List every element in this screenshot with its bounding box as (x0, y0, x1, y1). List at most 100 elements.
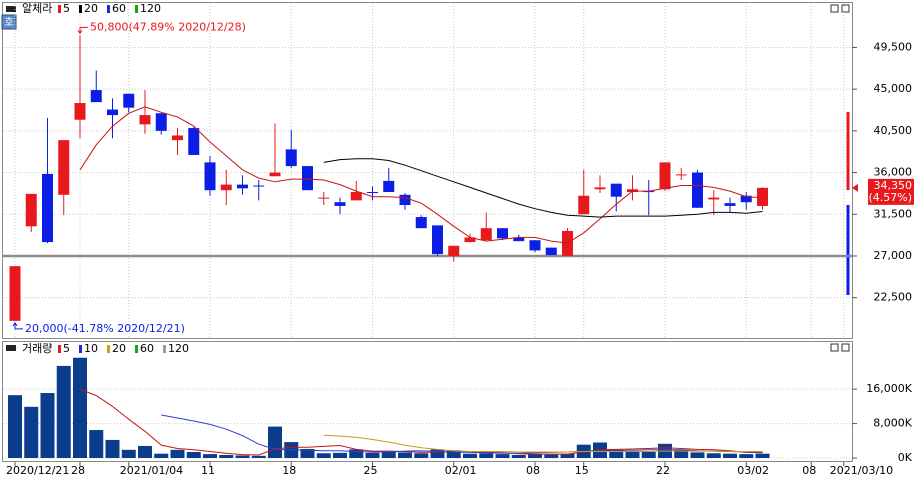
icon-label: 호 (4, 17, 13, 29)
volume-bar (706, 453, 721, 458)
volume-bar (398, 452, 412, 458)
icon-button[interactable] (1, 14, 17, 30)
legend-label: 20 (112, 342, 126, 355)
candle-body (399, 194, 411, 206)
x-tick-label: 25 (364, 464, 378, 477)
candle-body (302, 166, 313, 191)
volume-bar (40, 393, 55, 458)
moving-average (79, 106, 763, 244)
legend-swatch (79, 5, 82, 13)
candle-body (285, 149, 297, 167)
legend-title: 알체라 (22, 1, 52, 15)
candle-body (692, 172, 703, 208)
volume-bar (365, 452, 380, 458)
candle-body (9, 266, 21, 321)
candle-body (675, 174, 687, 176)
y-tick-label: 8,000K (873, 417, 912, 430)
volume-moving-average (79, 388, 763, 456)
candle-body (708, 197, 720, 200)
volume-bar (755, 453, 770, 458)
volume-bar (138, 445, 152, 458)
candle-body (188, 128, 200, 155)
volume-bar (186, 451, 201, 458)
window-button[interactable] (841, 343, 850, 352)
volume-panel (2, 341, 853, 462)
volume-bar (463, 453, 477, 458)
legend-swatch (135, 5, 138, 13)
volume-bar (690, 452, 705, 458)
x-tick-label: 08 (802, 464, 816, 477)
volume-bar (8, 395, 22, 458)
volume-bar (170, 449, 185, 458)
legend-swatch (163, 345, 166, 353)
candle-body (350, 192, 362, 201)
volume-bar (316, 453, 331, 458)
legend-swatch (135, 345, 138, 353)
candle-body (578, 195, 590, 215)
candle-body (269, 172, 281, 177)
legend-label: 10 (84, 342, 98, 355)
volume-bar (609, 450, 624, 458)
legend-label: 60 (112, 2, 126, 15)
candle-body (318, 197, 330, 199)
legend-swatch (58, 345, 61, 353)
volume-bar (641, 451, 656, 458)
annotation: 20,000(-41.78% 2020/12/21) (25, 322, 185, 335)
window-button[interactable] (830, 343, 839, 352)
volume-bar (333, 452, 347, 458)
legend-label: 60 (140, 342, 154, 355)
volume-bar (511, 454, 526, 458)
y-tick-label: 16,000K (866, 382, 912, 395)
candle-body (513, 237, 525, 242)
candle-body (139, 115, 151, 125)
price-panel (2, 2, 853, 339)
candle-body (415, 217, 427, 229)
candle-body (237, 184, 248, 189)
candle-body (253, 185, 265, 187)
x-tick-label: 2021/01/04 (120, 464, 183, 477)
y-tick-label: 40,500 (874, 124, 913, 137)
candle-body (58, 140, 70, 195)
volume-moving-average (323, 434, 763, 453)
volume-bar (414, 453, 429, 458)
legend-label: 5 (63, 2, 70, 15)
volume-bar (154, 453, 169, 458)
x-tick-label: 18 (282, 464, 296, 477)
y-tick-label: 45,000 (874, 82, 913, 95)
annotation-arrow (12, 321, 23, 330)
candle-body (220, 184, 232, 191)
volume-bar (268, 426, 282, 458)
legend-swatch (107, 345, 110, 353)
volume-bar (219, 454, 234, 458)
x-tick-label: 02/01 (445, 464, 477, 477)
y-tick-label: 27,000 (874, 249, 913, 262)
annotation-arrow (77, 26, 88, 35)
candle-body (334, 202, 346, 206)
candle-body (172, 135, 183, 141)
candle-body (643, 191, 655, 193)
window-button[interactable] (830, 4, 839, 13)
candle-body (610, 183, 622, 197)
window-button[interactable] (841, 4, 850, 13)
x-tick-label: 2021/03/10 (830, 464, 893, 477)
panel-icon (6, 6, 16, 12)
x-tick-label: 22 (656, 464, 670, 477)
y-tick-label: 22,500 (874, 291, 913, 304)
volume-bar (105, 439, 120, 458)
legend-title: 거래량 (22, 342, 52, 355)
volume-bar (251, 455, 266, 458)
volume-bar (495, 454, 510, 458)
volume-bar (560, 453, 575, 458)
y-tick-label: 31,500 (874, 207, 913, 220)
candle-body (155, 113, 167, 131)
x-tick-label: 11 (201, 464, 215, 477)
candle-body (464, 237, 476, 243)
volume-bar (739, 454, 754, 458)
candle-body (545, 247, 557, 256)
candle-body (740, 195, 752, 203)
y-tick-label: 0K (898, 451, 913, 464)
x-tick-label: 28 (71, 464, 85, 477)
x-tick-label: 08 (526, 464, 540, 477)
candle-body (497, 228, 508, 239)
